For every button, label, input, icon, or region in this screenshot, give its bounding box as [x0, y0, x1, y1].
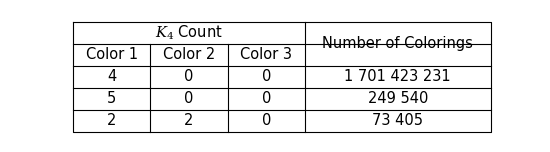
Text: 249 540: 249 540 [367, 91, 428, 106]
Text: Color 2: Color 2 [163, 47, 215, 62]
Text: Color 1: Color 1 [86, 47, 138, 62]
Text: 1 701 423 231: 1 701 423 231 [344, 69, 451, 84]
Text: 0: 0 [184, 91, 194, 106]
Text: 2: 2 [184, 113, 194, 128]
Text: 73 405: 73 405 [372, 113, 424, 128]
Text: Color 3: Color 3 [240, 47, 292, 62]
Text: 0: 0 [261, 113, 271, 128]
Text: $K_4$ Count: $K_4$ Count [155, 24, 223, 42]
Text: 5: 5 [107, 91, 116, 106]
Text: 4: 4 [107, 69, 116, 84]
Text: 0: 0 [184, 69, 194, 84]
Text: Number of Colorings: Number of Colorings [322, 36, 473, 51]
Text: 2: 2 [107, 113, 117, 128]
Text: 0: 0 [261, 91, 271, 106]
Text: 0: 0 [261, 69, 271, 84]
